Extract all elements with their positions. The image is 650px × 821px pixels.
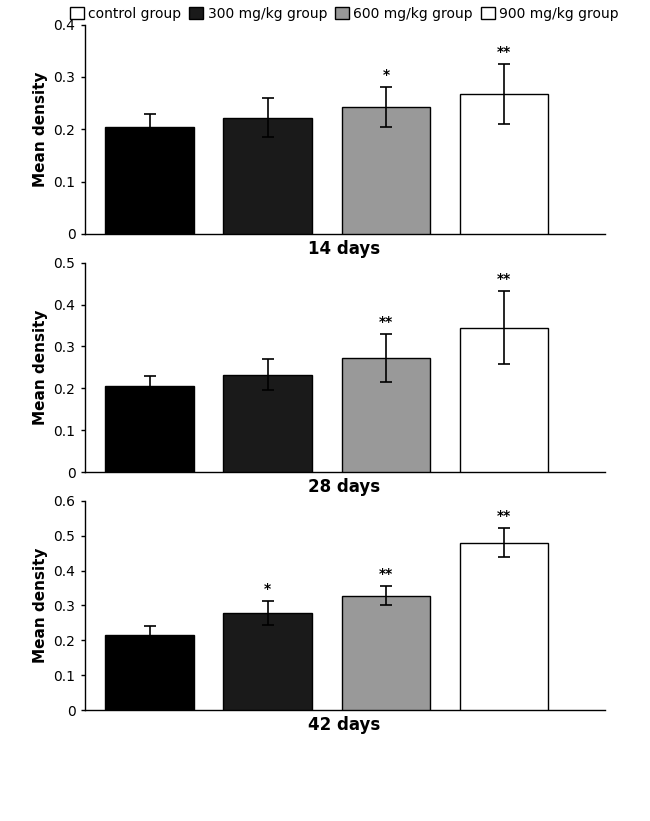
Bar [341,358,430,472]
X-axis label: 28 days: 28 days [309,478,380,496]
Text: **: ** [497,45,511,59]
Y-axis label: Mean density: Mean density [33,71,48,187]
Text: **: ** [497,509,511,523]
Bar [105,126,194,234]
Bar [460,543,549,710]
Y-axis label: Mean density: Mean density [33,310,48,425]
Bar [224,613,312,710]
Bar [460,328,549,472]
Bar [105,635,194,710]
Bar [224,117,312,234]
Bar [224,374,312,472]
Text: **: ** [379,566,393,580]
Bar [341,596,430,710]
X-axis label: 14 days: 14 days [309,240,380,258]
Y-axis label: Mean density: Mean density [33,548,48,663]
Text: *: * [382,68,389,82]
Bar [460,94,549,234]
Legend: control group, 300 mg/kg group, 600 mg/kg group, 900 mg/kg group: control group, 300 mg/kg group, 600 mg/k… [70,7,619,21]
Text: *: * [264,582,271,596]
Bar [105,386,194,472]
Text: **: ** [379,314,393,328]
Text: **: ** [497,272,511,286]
Bar [341,108,430,234]
X-axis label: 42 days: 42 days [308,716,381,734]
